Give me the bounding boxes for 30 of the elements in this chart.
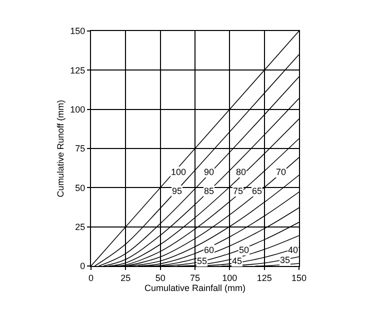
x-axis-title: Cumulative Rainfall (mm): [144, 282, 246, 293]
annotation: 75: [233, 186, 244, 196]
y-tick-label: 0: [80, 261, 86, 272]
annotation: 70: [276, 167, 286, 177]
x-tick-label: 0: [88, 272, 94, 283]
annotation: 50: [239, 245, 250, 255]
x-tick-label: 25: [120, 272, 131, 283]
x-tick-label: 150: [291, 272, 307, 283]
annotation: 60: [204, 245, 214, 255]
y-axis-title: Cumulative Runoff (mm): [56, 100, 66, 198]
annotation: 45: [232, 256, 242, 266]
annotation: 100: [171, 167, 186, 177]
x-tick-label: 125: [256, 272, 272, 283]
y-tick-label: 50: [75, 182, 86, 193]
x-tick-label: 50: [155, 272, 166, 283]
y-tick-label: 100: [70, 104, 86, 114]
x-tick-label: 100: [222, 272, 238, 283]
x-tick-label: 75: [190, 272, 200, 283]
annotation: 35: [280, 255, 290, 265]
y-tick-label: 150: [70, 26, 86, 36]
annotation: 80: [236, 167, 246, 177]
annotation: 65: [252, 186, 262, 196]
annotation: 85: [204, 186, 214, 196]
y-tick-label: 25: [75, 222, 86, 232]
annotation: 90: [204, 167, 214, 177]
y-tick-label: 125: [70, 65, 86, 76]
annotation: 95: [172, 186, 182, 196]
y-tick-label: 75: [75, 144, 86, 154]
annotation: 55: [197, 256, 208, 266]
annotation: 40: [288, 245, 298, 255]
